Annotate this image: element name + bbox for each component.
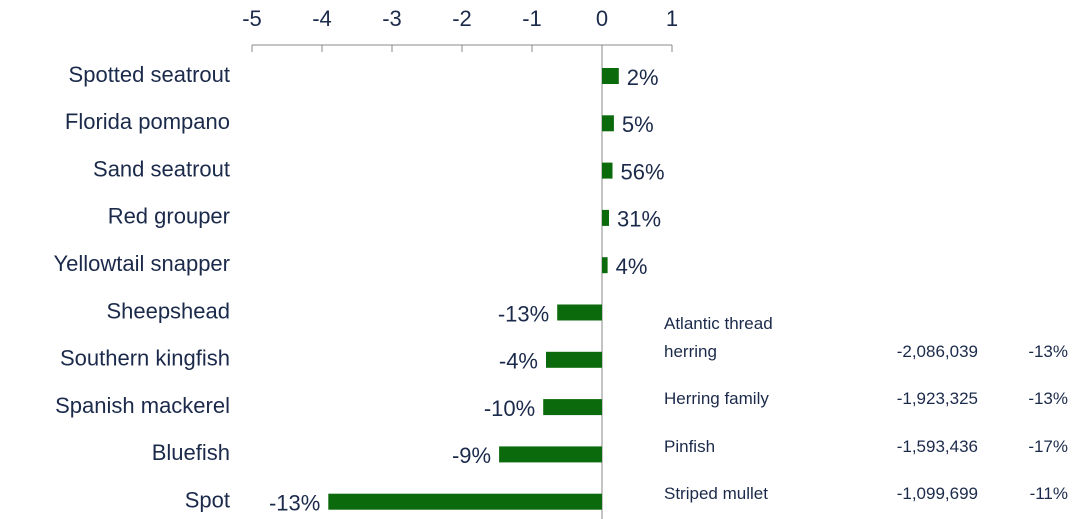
bar-label: -10% [484,396,535,421]
category-label: Southern kingfish [60,346,230,371]
row-name: Pinfish [664,437,716,456]
bar [602,209,609,226]
bar-label: 4% [616,254,648,279]
category-label: Florida pompano [65,109,230,134]
bar-label: -4% [499,349,538,374]
x-tick-label: -4 [312,6,332,31]
row-value: -1,593,436 [896,437,978,456]
bar [602,115,614,132]
bar-label: 5% [622,112,654,137]
row-value: -1,099,699 [896,484,978,503]
bar [602,257,608,274]
row-value: -1,923,325 [896,389,978,408]
row-percent: -13% [1028,342,1068,361]
row-percent: -17% [1028,437,1068,456]
x-tick-label: -3 [382,6,402,31]
row-percent: -13% [1028,389,1068,408]
category-label: Sheepshead [106,298,230,323]
row-name: Herring family [664,389,769,408]
category-label: Spotted seatrout [69,62,230,87]
row-name: Atlantic thread herring [664,314,773,361]
bar [602,68,619,84]
bar [546,351,602,368]
category-label: Red grouper [108,204,230,229]
bar [499,446,602,463]
x-tick-label: -1 [522,6,542,31]
bar-label: -9% [452,443,491,468]
bar-label: 56% [621,159,665,184]
x-tick-label: -2 [452,6,472,31]
category-label: Spot [185,488,230,513]
bar [602,162,613,179]
row-name: Striped mullet [664,484,768,503]
bar [328,493,602,510]
category-label: Sand seatrout [93,156,230,181]
bar [557,304,602,321]
category-label: Spanish mackerel [55,393,230,418]
x-tick-label: -5 [242,6,262,31]
bar-label: 2% [627,65,659,90]
bar [543,399,602,416]
row-value: -2,086,039 [896,342,978,361]
row-percent: -11% [1029,484,1068,503]
category-label: Bluefish [152,440,230,465]
bar-label: 31% [617,207,661,232]
x-tick-label: 1 [666,6,678,31]
category-label: Yellowtail snapper [53,251,230,276]
x-tick-label: 0 [596,6,608,31]
bar-label: -13% [269,491,320,516]
bar-label: -13% [498,301,549,326]
